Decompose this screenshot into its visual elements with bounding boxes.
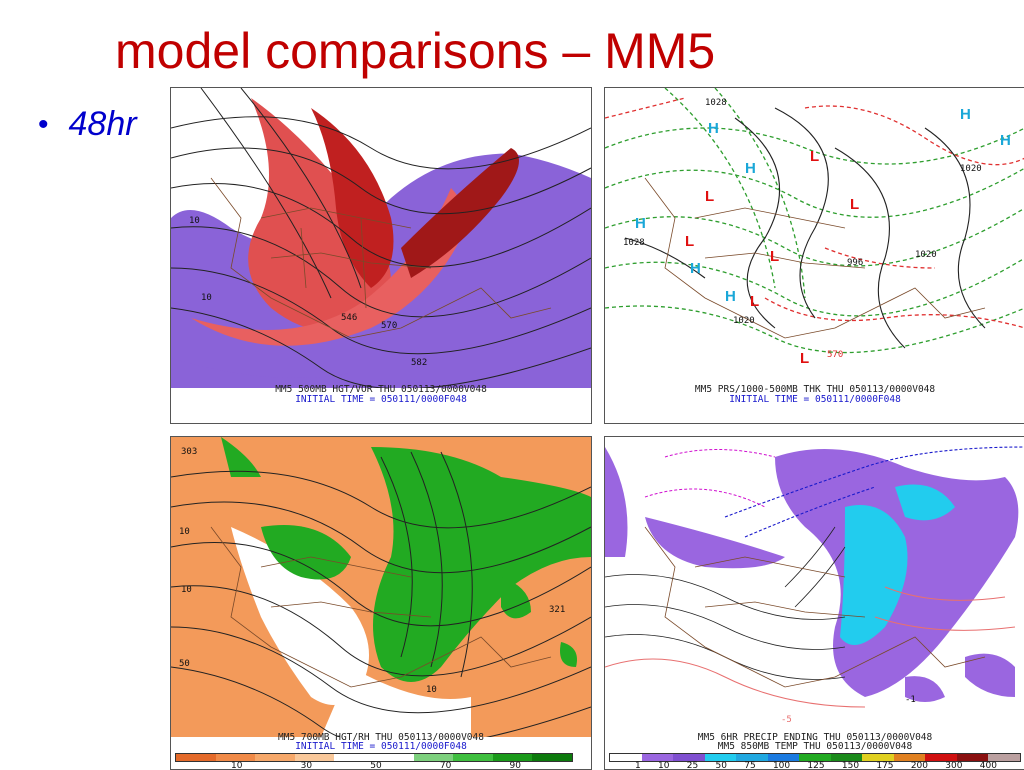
isobar-label: 1028 [623,238,645,248]
isobar-label: 1020 [960,164,982,174]
colorbar-tick: 75 [744,761,756,770]
high-pressure-marker: H [960,106,971,123]
low-pressure-marker: L [810,148,820,165]
map-initial-time: INITIAL TIME = 050111/0000F048 [729,394,901,405]
isobar-label: 996 [847,258,864,268]
colorbar-tick: 400 [979,761,997,770]
colorbar-tick: 300 [945,761,963,770]
high-pressure-marker: H [725,288,736,305]
high-pressure-marker: H [1000,132,1011,149]
colorbar-tick: 125 [807,761,825,770]
colorbar-tick: 50 [370,761,382,770]
colorbar-tick: 175 [876,761,894,770]
contour-label: 10 [201,293,212,303]
map-caption: MM5 500MB HGT/VOR THU 050113/0000V048 [275,384,487,395]
temperature-label: -5 [781,715,792,725]
low-pressure-marker: L [750,293,760,310]
contour-label: 321 [549,605,566,615]
map-precip-image [605,437,1024,737]
bullet-mark: • [38,107,49,141]
colorbar-tick: 10 [658,761,670,770]
colorbar-tick: 25 [686,761,699,770]
temperature-label: -1 [905,695,916,705]
colorbar-tick: 10 [231,761,243,770]
map-initial-time: INITIAL TIME = 050111/0000F048 [295,394,467,405]
contour-label: 546 [341,313,358,323]
colorbar-tick: 50 [715,761,727,770]
colorbar-tick: 200 [910,761,929,770]
contour-label: 10 [426,685,437,695]
contour-label: 10 [181,585,192,595]
precip-colorbar-labels: 1 10 25 50 75 100 125 150 175 200 300 40… [635,761,997,770]
map-pressure-image [605,88,1024,388]
isobar-label: 1020 [915,250,937,260]
contour-label: 10 [189,216,200,226]
colorbar-tick: 90 [509,761,521,770]
colorbar-tick: 100 [772,761,791,770]
map-caption: MM5 PRS/1000-500MB THK THU 050113/0000V0… [694,384,936,395]
map-panel-700mb: 303 10 10 50 321 10 MM5 700MB HGT/RH THU… [170,436,592,770]
low-pressure-marker: L [685,233,695,250]
slide-title: model comparisons – MM5 [115,23,716,79]
isobar-label: 1020 [733,316,755,326]
low-pressure-marker: L [800,350,810,367]
thickness-label: 570 [827,350,844,360]
bullet-text: 48hr [68,105,137,143]
map-initial-time: INITIAL TIME = 050111/0000F048 [295,741,467,752]
contour-label: 303 [181,447,198,457]
colorbar-tick: 30 [300,761,313,770]
map-panel-precip: -5 -1 MM5 6HR PRECIP ENDING THU 050113/0… [604,436,1024,770]
high-pressure-marker: H [745,160,756,177]
low-pressure-marker: L [770,248,780,265]
high-pressure-marker: H [708,120,719,137]
colorbar-tick: 70 [439,761,452,770]
bullet-item: • 48hr [38,105,137,144]
map-caption: MM5 6HR PRECIP ENDING THU 050113/0000V04… [697,732,933,743]
colorbar-tick: 150 [841,761,860,770]
contour-label: 570 [381,321,398,331]
colorbar-tick: 1 [635,761,641,770]
high-pressure-marker: H [635,215,646,232]
map-500mb-image [171,88,591,388]
map-panel-pressure-thickness: 1028 1028 1020 1020 996 1020 570 H H H H… [604,87,1024,424]
map-caption: MM5 700MB HGT/RH THU 050113/0000V048 [278,732,484,743]
contour-label: 10 [179,527,190,537]
rh-colorbar [175,753,573,762]
map-caption-temp: MM5 850MB TEMP THU 050113/0000V048 [717,741,913,752]
low-pressure-marker: L [705,188,715,205]
rh-colorbar-labels: 10 30 50 70 90 [231,761,521,770]
precip-colorbar [609,753,1021,762]
low-pressure-marker: L [850,196,860,213]
high-pressure-marker: H [690,260,701,277]
map-700mb-image [171,437,591,737]
contour-label: 50 [179,659,190,669]
contour-label: 582 [411,358,428,368]
isobar-label: 1028 [705,98,727,108]
map-panel-500mb: 570 582 10 10 546 MM5 500MB HGT/VOR THU … [170,87,592,424]
